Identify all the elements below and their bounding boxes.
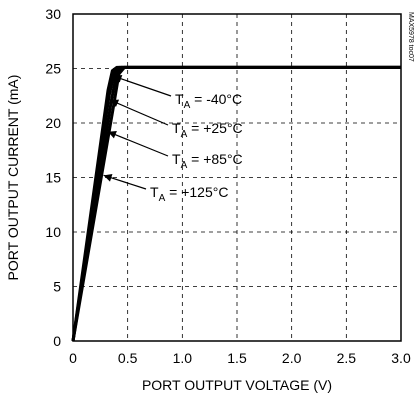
y-tick-label: 10 <box>45 224 61 240</box>
x-axis-title: PORT OUTPUT VOLTAGE (V) <box>142 377 332 393</box>
annotations: TA = -40°C TA = +25°C TA = +85°C TA = +125°… <box>103 74 243 204</box>
y-axis-title: PORT OUTPUT CURRENT (mA) <box>5 75 21 281</box>
annotation-leader <box>107 131 169 157</box>
x-tick-label: 1.0 <box>173 350 193 366</box>
x-tick-label: 2.5 <box>337 350 357 366</box>
x-tick-label: 1.5 <box>227 350 247 366</box>
y-tick-label: 30 <box>45 6 61 22</box>
x-tick-label: 2.0 <box>282 350 302 366</box>
annotation-label: TA = +85°C <box>172 151 243 171</box>
y-tick-label: 0 <box>53 333 61 349</box>
figure-id: MAX5978 toc07 <box>407 12 414 62</box>
x-tick-label: 0.5 <box>118 350 138 366</box>
grid <box>73 14 401 341</box>
series-line <box>71 65 401 342</box>
y-tick-label: 15 <box>45 170 61 186</box>
annotation-label: TA = +125°C <box>150 184 228 204</box>
annotation-arrowhead <box>110 99 120 107</box>
annotation-arrowhead <box>107 131 117 139</box>
curves <box>71 65 401 342</box>
series-line <box>71 65 401 342</box>
annotation-label: TA = -40°C <box>175 91 242 111</box>
y-tick-label: 25 <box>45 61 61 77</box>
x-tick-label: 0 <box>69 350 77 366</box>
y-tick-label: 20 <box>45 115 61 131</box>
series-line <box>71 65 401 342</box>
series-line <box>71 65 401 342</box>
plot-frame <box>72 13 402 342</box>
annotation-arrowhead <box>113 74 123 83</box>
y-tick-label: 5 <box>53 279 61 295</box>
annotation-label: TA = +25°C <box>172 120 243 140</box>
y-tick-labels: 0 5 10 15 20 25 30 <box>45 6 61 349</box>
annotation-leader <box>113 75 172 97</box>
annotation-arrowhead <box>103 173 113 182</box>
annotation-leader <box>109 99 169 126</box>
x-tick-label: 3.0 <box>391 350 411 366</box>
x-tick-labels: 0 0.5 1.0 1.5 2.0 2.5 3.0 <box>69 350 411 366</box>
